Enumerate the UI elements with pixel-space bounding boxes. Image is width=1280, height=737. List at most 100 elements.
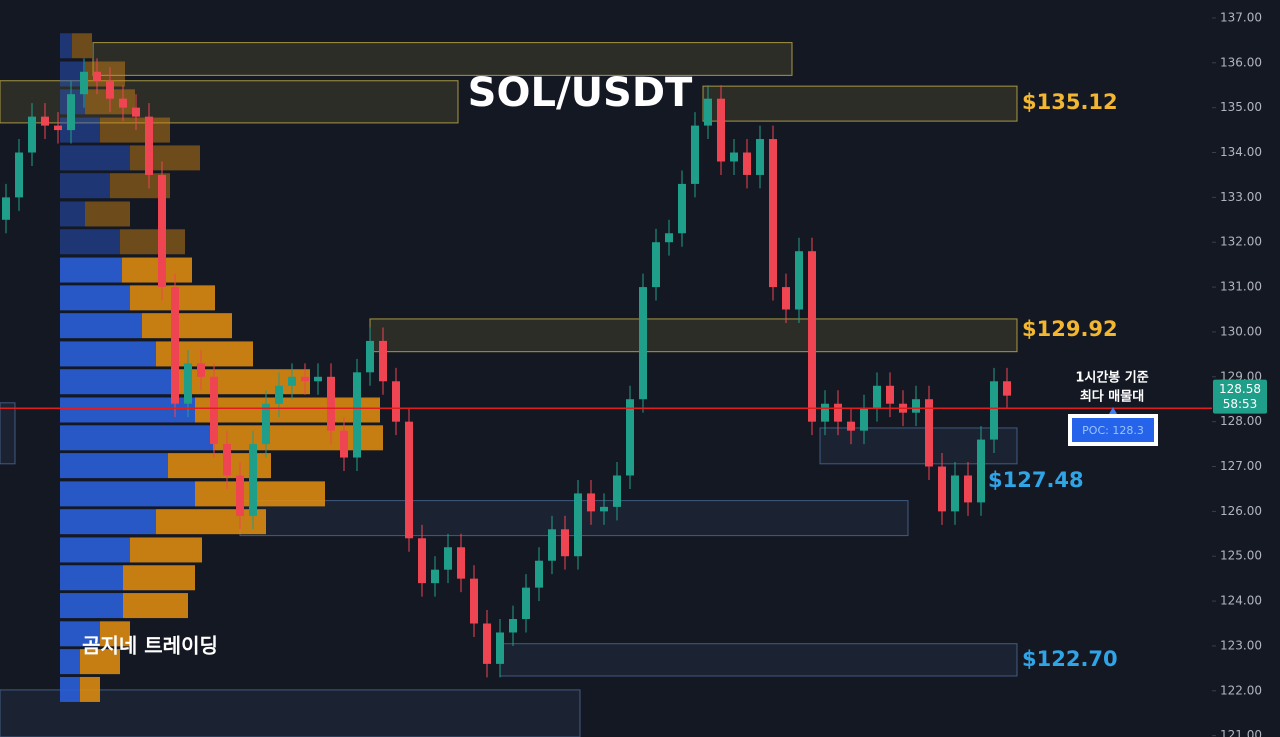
profile-buy <box>60 453 168 479</box>
candle-body <box>626 399 634 476</box>
chart-title: SOL/USDT <box>468 70 693 116</box>
poc-box <box>1072 418 1154 442</box>
profile-sell <box>72 33 92 59</box>
candle-body <box>340 430 348 458</box>
candle-body <box>951 475 959 512</box>
candle-body <box>366 340 374 373</box>
profile-buy <box>60 229 120 255</box>
candle-body <box>301 376 309 382</box>
profile-sell <box>85 201 130 227</box>
profile-buy <box>60 593 123 619</box>
candle-body <box>717 98 725 162</box>
profile-buy <box>60 173 110 199</box>
profile-buy <box>60 425 213 451</box>
profile-buy <box>60 649 80 675</box>
profile-sell <box>156 509 266 535</box>
candle-body <box>54 125 62 131</box>
candle-body <box>15 152 23 198</box>
candle-body <box>431 569 439 584</box>
profile-buy <box>60 621 100 647</box>
candle-body <box>145 116 153 175</box>
profile-buy <box>60 509 156 535</box>
candle-body <box>847 421 855 431</box>
candle-body <box>652 242 660 288</box>
y-tick-label: 127.00 <box>1220 459 1262 473</box>
candle-body <box>470 578 478 624</box>
candle-body <box>522 587 530 620</box>
zone-label: $135.12 <box>1022 90 1118 114</box>
poc-note: 최다 매물대 <box>1080 389 1144 405</box>
y-tick-label: 122.00 <box>1220 683 1262 697</box>
candle-body <box>938 466 946 512</box>
candle-body <box>535 560 543 588</box>
candle-body <box>80 71 88 95</box>
candle-body <box>665 233 673 243</box>
candle-body <box>405 421 413 539</box>
profile-sell <box>130 145 200 171</box>
profile-sell <box>195 397 380 423</box>
candle-body <box>964 475 972 503</box>
profile-buy <box>60 565 123 591</box>
zone-label: $122.70 <box>1022 647 1118 671</box>
candle-body <box>587 493 595 512</box>
candle-body <box>444 547 452 570</box>
candle-body <box>808 251 816 422</box>
profile-sell <box>100 117 170 143</box>
candle-body <box>171 287 179 404</box>
candles <box>2 58 1011 678</box>
profile-sell <box>120 229 185 255</box>
watermark: 곰지네 트레이딩 <box>82 634 218 658</box>
candle-body <box>574 493 582 557</box>
candle-body <box>912 399 920 413</box>
candle-body <box>756 139 764 175</box>
candle-body <box>561 529 569 557</box>
candle-body <box>548 529 556 561</box>
zone <box>0 689 581 737</box>
candle-body <box>457 547 465 579</box>
profile-buy <box>60 257 122 283</box>
candle-body <box>119 98 127 108</box>
candle-body <box>236 475 244 516</box>
candle-body <box>314 376 322 382</box>
countdown: 58:53 <box>1223 397 1258 411</box>
candle-body <box>28 116 36 153</box>
profile-buy <box>60 481 195 507</box>
y-tick-label: 131.00 <box>1220 280 1262 294</box>
zone <box>702 85 1018 122</box>
zone-label: $127.48 <box>988 468 1084 492</box>
volume-profile <box>60 33 383 702</box>
candle-body <box>106 80 114 99</box>
overlay: 137.00 136.00 135.00 134.00 133.00 132.00 131.… <box>0 10 1267 737</box>
last-price-tag <box>1213 379 1267 414</box>
candle-body <box>886 385 894 404</box>
profile-buy <box>60 676 80 702</box>
candle-body <box>483 623 491 664</box>
candle-body <box>158 174 166 288</box>
candle-body <box>93 71 101 81</box>
candle-body <box>184 363 192 404</box>
profile-sell <box>142 313 232 339</box>
candle-body <box>821 403 829 422</box>
candle-body <box>613 475 621 507</box>
zone-label: $129.92 <box>1022 317 1118 341</box>
profile-sell <box>122 257 192 283</box>
candle-body <box>392 381 400 422</box>
candle-body <box>743 152 751 175</box>
profile-sell <box>85 61 125 87</box>
candle-body <box>795 251 803 310</box>
profile-sell <box>130 537 202 563</box>
profile-sell <box>80 649 120 675</box>
candle-body <box>210 376 218 445</box>
candle-body <box>275 385 283 404</box>
y-tick-label: 135.00 <box>1220 100 1262 114</box>
y-tick-label: 128.00 <box>1220 414 1262 428</box>
candle-body <box>509 619 517 633</box>
zone <box>819 427 1018 465</box>
candle-body <box>1003 381 1011 396</box>
profile-sell <box>80 676 100 702</box>
candle-body <box>704 98 712 126</box>
profile-buy <box>60 145 130 171</box>
y-tick-label: 130.00 <box>1220 324 1262 338</box>
candle-body <box>873 385 881 409</box>
candle-body <box>223 444 231 476</box>
